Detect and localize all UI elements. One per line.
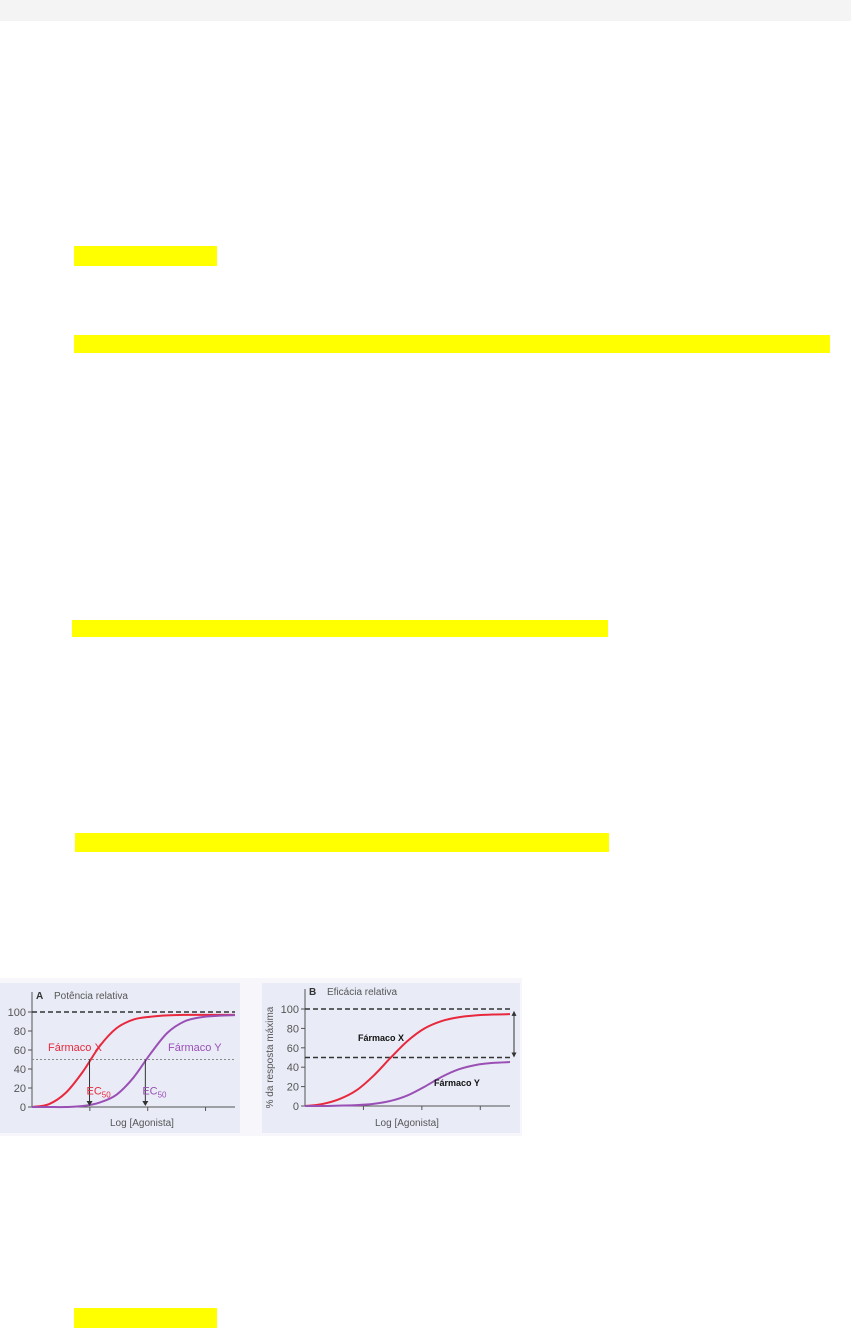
legend-label: Fármaco Y <box>434 1078 480 1088</box>
y-tick-label: 20 <box>14 1083 26 1095</box>
ec50-label: EC50 <box>142 1086 167 1100</box>
y-tick-label: 20 <box>287 1082 299 1094</box>
chart-panel-background <box>0 983 240 1133</box>
chart-title: Potência relativa <box>54 991 128 1002</box>
y-tick-label: 0 <box>20 1102 26 1114</box>
arrow-down-icon <box>142 1101 149 1106</box>
series-line-farmaco-y <box>304 1061 511 1108</box>
y-tick-label: 80 <box>14 1026 26 1038</box>
arrow-down-icon <box>86 1101 93 1106</box>
y-tick-label: 60 <box>287 1043 299 1055</box>
x-axis-label: Log [Agonista] <box>375 1118 439 1129</box>
highlighted-text-line <box>74 335 830 353</box>
dose-response-figure: 0 20 40 60 80 100 A Potência relativa Log [Agoni… <box>0 978 522 1136</box>
chart-title: Eficácia relativa <box>327 987 397 998</box>
highlighted-text-line <box>72 620 608 637</box>
y-tick-label: 100 <box>281 1004 299 1016</box>
highlighted-text-line <box>75 833 609 852</box>
y-axis-label: % da resposta máxima <box>265 1006 276 1108</box>
ec50-label: EC50 <box>87 1086 112 1100</box>
legend-label: Fármaco X <box>48 1042 102 1054</box>
series-line-farmaco-y <box>31 1014 236 1109</box>
series-line-farmaco-x <box>304 1013 511 1107</box>
legend-label: Fármaco X <box>358 1033 404 1043</box>
series-line-farmaco-x <box>31 1013 235 1108</box>
y-tick-label: 40 <box>14 1064 26 1076</box>
y-tick-label: 40 <box>287 1062 299 1074</box>
arrow-up-icon <box>511 1010 517 1016</box>
top-toolbar <box>0 0 851 21</box>
arrow-down-icon <box>511 1052 517 1058</box>
y-tick-label: 80 <box>287 1023 299 1035</box>
x-axis-label: Log [Agonista] <box>110 1118 174 1129</box>
panel-label: A <box>36 991 43 1002</box>
dose-response-charts: 0 20 40 60 80 100 A Potência relativa Log [Agoni… <box>0 983 520 1133</box>
panel-label: B <box>309 987 316 998</box>
highlighted-text-line <box>74 1308 217 1328</box>
highlighted-text-line <box>74 246 217 266</box>
y-tick-label: 60 <box>14 1045 26 1057</box>
y-tick-label: 100 <box>8 1007 26 1019</box>
y-tick-label: 0 <box>293 1101 299 1113</box>
legend-label: Fármaco Y <box>168 1042 222 1054</box>
